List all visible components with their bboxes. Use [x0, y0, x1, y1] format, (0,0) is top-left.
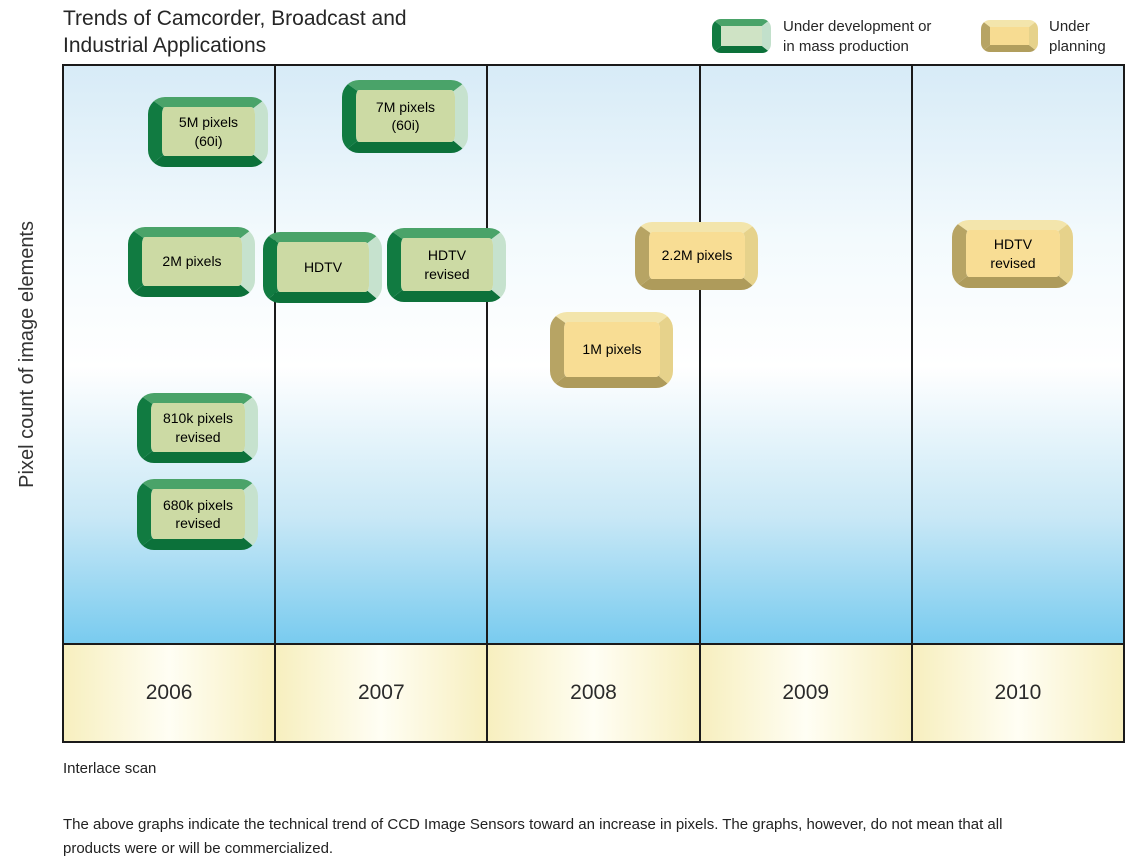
plot-column-2008 [488, 66, 701, 643]
year-label: 2009 [782, 681, 830, 704]
plot-column-2009 [701, 66, 913, 643]
year-cell-2009: 2009 [700, 645, 913, 741]
planning-swatch-icon [981, 20, 1038, 52]
y-axis-label-text: Pixel count of image elements [15, 221, 38, 488]
year-label: 2006 [145, 681, 193, 704]
legend-label-planning: Under planning [1049, 18, 1106, 55]
year-cell-2008: 2008 [488, 645, 701, 741]
plot-column-2006 [64, 66, 277, 643]
year-cell-2006: 2006 [64, 645, 277, 741]
footnote: The above graphs indicate the technical … [63, 816, 1003, 857]
year-label: 2010 [994, 681, 1042, 704]
year-cell-2007: 2007 [276, 645, 489, 741]
page-title: Trends of Camcorder, Broadcast and Indus… [63, 7, 407, 57]
plot-column-2010 [913, 66, 1123, 643]
interlace-scan-label: Interlace scan [63, 760, 157, 777]
plot-area [64, 66, 1123, 643]
legend-label-development: Under development or in mass production [783, 18, 932, 55]
y-axis-label: Pixel count of image elements [6, 64, 48, 645]
year-label: 2008 [570, 681, 617, 704]
year-cell-2010: 2010 [912, 645, 1124, 741]
plot-column-2007 [276, 66, 489, 643]
year-band: 2006 2007 2008 2009 2010 [64, 643, 1124, 741]
development-swatch-icon [712, 19, 771, 53]
chart-frame: 2006 2007 2008 2009 2010 [62, 64, 1125, 743]
year-label: 2007 [357, 681, 405, 704]
